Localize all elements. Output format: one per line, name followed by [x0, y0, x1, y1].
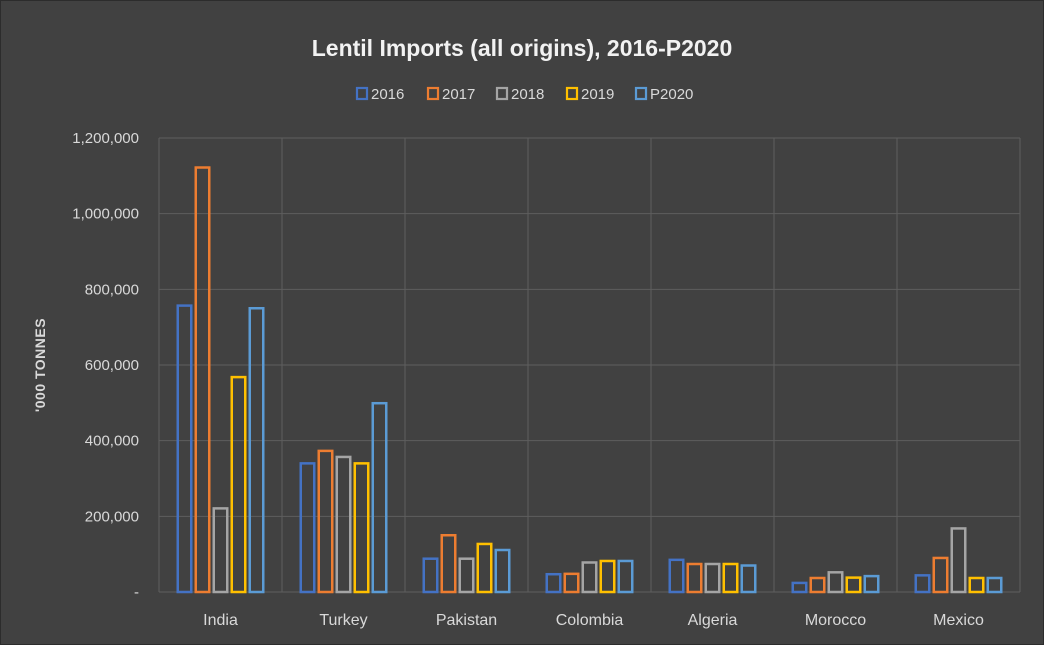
legend-swatch	[355, 86, 369, 101]
bar-2019-pakistan	[476, 542, 493, 594]
bar-p2020-morocco	[863, 574, 880, 594]
bar-2017-algeria	[686, 562, 703, 594]
bar-2016-pakistan	[422, 557, 439, 594]
bar-2017-pakistan	[440, 534, 457, 594]
bar-2017-india	[194, 166, 211, 594]
bar-2019-colombia	[599, 559, 616, 594]
legend-label: 2017	[442, 86, 475, 103]
legend-swatch	[426, 86, 440, 101]
bar-2018-algeria	[704, 562, 721, 594]
bar-2019-algeria	[722, 562, 739, 594]
legend-item-2016: 2016	[355, 86, 404, 103]
x-category-label: Turkey	[319, 612, 367, 629]
y-axis-label: '000 TONNES	[32, 318, 48, 412]
bar-p2020-india	[248, 307, 265, 594]
y-tick-label: 1,200,000	[72, 130, 139, 147]
bar-2018-pakistan	[458, 557, 475, 594]
bar-2017-morocco	[809, 576, 826, 594]
x-category-label: Colombia	[556, 612, 624, 629]
x-axis-categories: India Turkey Pakistan Colombia Algeria Morocc…	[203, 612, 984, 629]
y-tick-label: 1,000,000	[72, 206, 139, 223]
bar-2019-turkey	[353, 462, 370, 594]
x-category-label: Pakistan	[436, 612, 497, 629]
bar-2017-turkey	[317, 449, 334, 594]
y-axis-ticks: - 200,000 400,000 600,000 800,000 1,000,000 1,…	[72, 130, 139, 601]
bar-2016-turkey	[299, 462, 316, 594]
legend-item-2018: 2018	[495, 86, 544, 103]
bar-2016-algeria	[668, 558, 685, 594]
legend: 2016 2017 2018 2019 P2020	[355, 86, 693, 103]
y-tick-label: 400,000	[85, 433, 139, 450]
bar-p2020-turkey	[371, 401, 388, 594]
x-category-label: Morocco	[805, 612, 866, 629]
y-tick-label: 200,000	[85, 508, 139, 525]
legend-item-2017: 2017	[426, 86, 475, 103]
y-tick-label: 600,000	[85, 357, 139, 374]
legend-label: 2019	[581, 86, 614, 103]
bar-2019-mexico	[968, 576, 985, 594]
bar-2017-mexico	[932, 556, 949, 594]
bar-2018-india	[212, 507, 229, 594]
bar-2018-morocco	[827, 571, 844, 594]
bar-2017-colombia	[563, 572, 580, 594]
bar-2016-colombia	[545, 572, 562, 594]
bar-2018-turkey	[335, 455, 352, 594]
bar-p2020-colombia	[617, 559, 634, 594]
legend-label: P2020	[650, 86, 693, 103]
bar-2016-morocco	[791, 581, 808, 594]
bar-2018-colombia	[581, 561, 598, 594]
bar-2019-morocco	[845, 576, 862, 594]
x-category-label: Mexico	[933, 612, 984, 629]
legend-label: 2018	[511, 86, 544, 103]
bar-2016-mexico	[914, 574, 931, 594]
legend-swatch	[495, 86, 509, 101]
bar-2016-india	[176, 304, 193, 594]
x-category-label: Algeria	[688, 612, 738, 629]
legend-swatch	[565, 86, 579, 101]
legend-label: 2016	[371, 86, 404, 103]
gridlines	[158, 137, 1021, 593]
y-tick-label: 800,000	[85, 281, 139, 298]
bars	[176, 166, 1003, 594]
legend-swatch	[634, 86, 648, 101]
chart-title: Lentil Imports (all origins), 2016-P2020	[312, 35, 733, 61]
x-category-label: India	[203, 612, 238, 629]
legend-item-2019: 2019	[565, 86, 614, 103]
legend-item-p2020: P2020	[634, 86, 693, 103]
bar-p2020-pakistan	[494, 548, 511, 594]
y-tick-label: -	[134, 584, 139, 601]
bar-2019-india	[230, 375, 247, 594]
bar-p2020-algeria	[740, 564, 757, 594]
bar-p2020-mexico	[986, 576, 1003, 594]
bar-2018-mexico	[950, 527, 967, 594]
